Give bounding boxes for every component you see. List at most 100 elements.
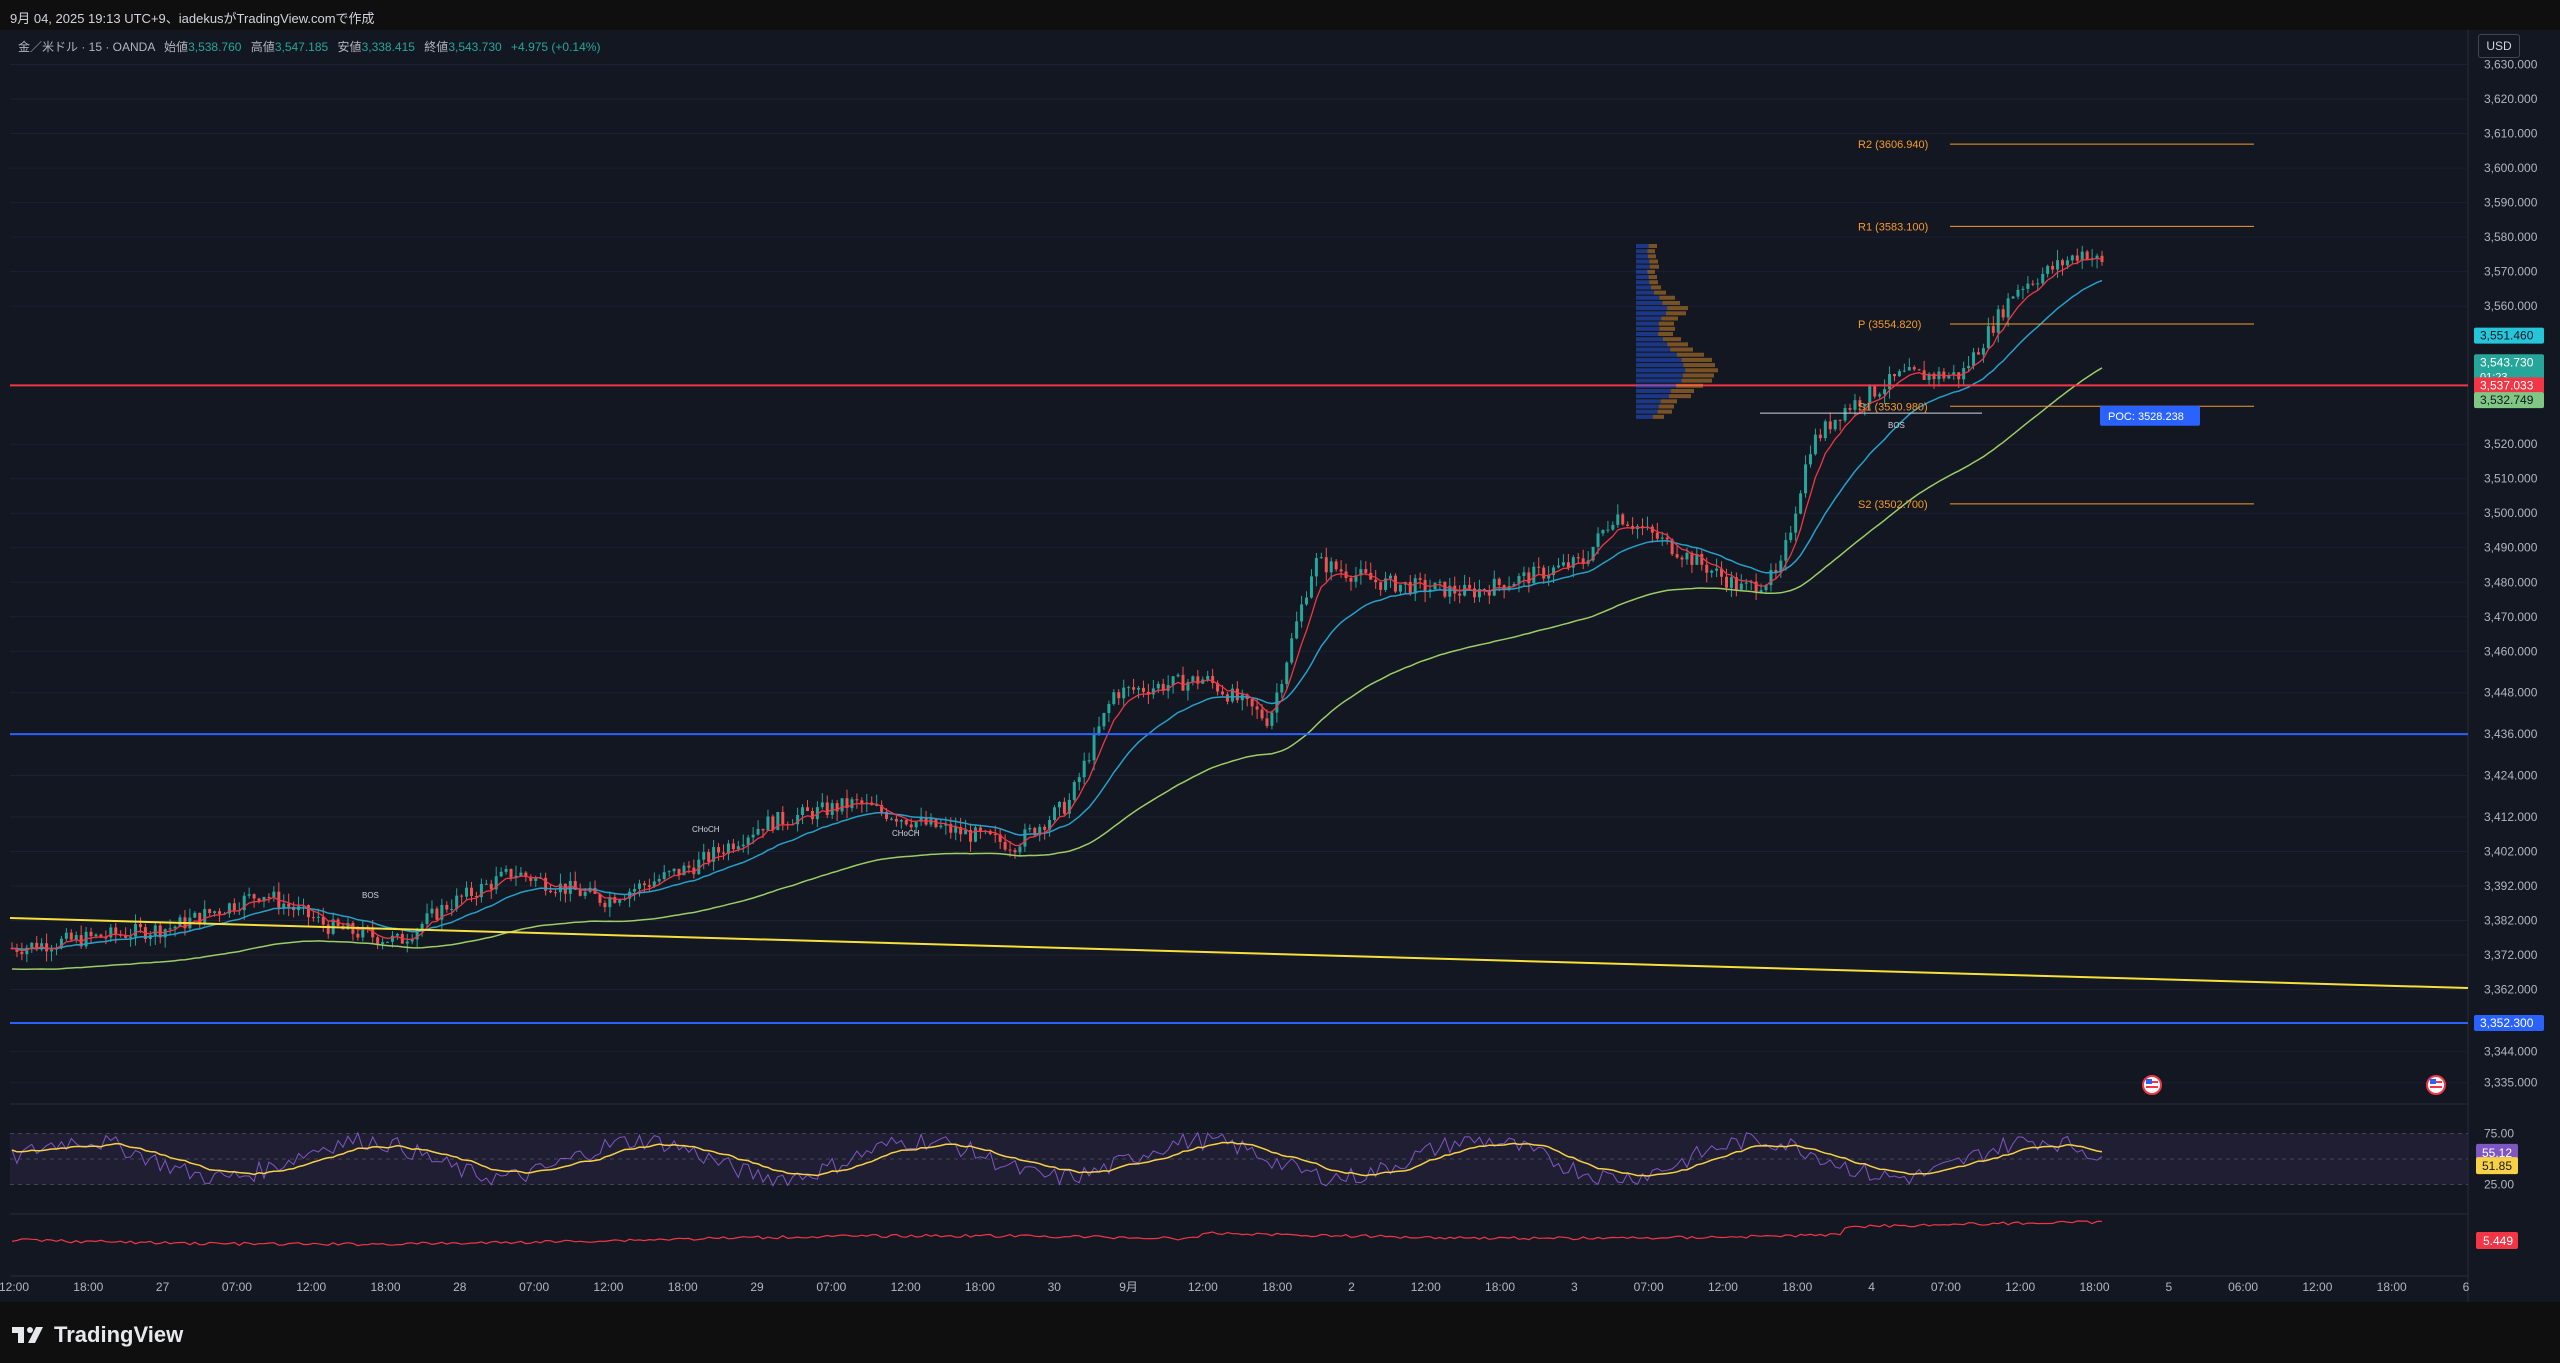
tradingview-logo-icon (12, 1327, 43, 1343)
candle-body (524, 872, 528, 877)
symbol-name[interactable]: 金／米ドル · 15 · OANDA (18, 40, 155, 54)
candle-body (465, 887, 469, 897)
price-tick-label: 3,402.000 (2484, 844, 2538, 858)
candle-body (1532, 566, 1536, 584)
candle-body (1295, 621, 1299, 639)
candle-body (455, 895, 459, 910)
candle-body (736, 846, 740, 850)
candle-body (1611, 524, 1615, 530)
candle-body (64, 932, 68, 939)
profile-bar-down (1658, 321, 1674, 326)
candle-body (509, 868, 513, 878)
candle-body (1917, 369, 1921, 371)
candle-body (1458, 593, 1462, 596)
time-tick-label: 3 (1571, 1280, 1578, 1294)
profile-bar-down (1663, 337, 1681, 342)
time-tick-label: 5 (2165, 1280, 2172, 1294)
price-chart[interactable]: 3,630.000 3,620.000 3,610.000 3,600.000 3,59… (0, 0, 2560, 1302)
candle-body (1764, 585, 1768, 591)
candle-body (642, 883, 646, 886)
candle-body (45, 943, 49, 952)
candle-body (825, 802, 829, 815)
candle-body (1334, 561, 1338, 570)
symbol-legend[interactable]: 金／米ドル · 15 · OANDA 始値3,538.760 高値3,547.1… (18, 38, 600, 55)
candle-body (1374, 579, 1378, 583)
candle-body (1715, 568, 1719, 571)
pivot-label: P (3554.820) (1858, 319, 1921, 331)
candle-body (929, 818, 933, 825)
candle-body (1097, 726, 1101, 734)
profile-bar-up (1636, 259, 1650, 264)
candle-body (682, 865, 686, 876)
profile-bar-down (1649, 264, 1659, 269)
time-tick-label: 2 (1348, 1280, 1355, 1294)
profile-bar-down (1658, 404, 1674, 409)
candle-body (1171, 676, 1175, 686)
candle-body (1314, 558, 1318, 577)
candle-body (1779, 560, 1783, 573)
candle-body (1067, 799, 1071, 814)
candle-body (1789, 532, 1793, 541)
candle-body (1878, 394, 1882, 397)
price-tick-label: 3,520.000 (2484, 437, 2538, 451)
candle-body (262, 897, 266, 902)
candle-body (909, 824, 913, 828)
candle-body (1349, 578, 1353, 582)
profile-bar-down (1652, 414, 1664, 419)
candle-body (1522, 572, 1526, 576)
candle-body (2011, 296, 2015, 299)
candle-body (247, 894, 251, 896)
candle-body (1557, 565, 1561, 568)
candle-body (549, 890, 553, 893)
candle-body (2085, 251, 2089, 260)
candle-body (657, 878, 661, 882)
candle-body (1986, 326, 1990, 349)
profile-bar-down (1658, 332, 1673, 337)
candle-body (637, 883, 641, 889)
candle-body (1270, 712, 1274, 726)
open-value: 3,538.760 (188, 40, 242, 54)
candle-body (959, 826, 963, 835)
candle-body (1043, 826, 1047, 830)
candle-body (1161, 683, 1165, 691)
time-tick-label: 27 (156, 1280, 170, 1294)
candle-body (1705, 564, 1709, 573)
candle-body (1606, 529, 1610, 531)
poc-label-bg (2100, 405, 2200, 426)
currency-button[interactable]: USD (2478, 34, 2520, 58)
candle-body (1250, 699, 1254, 707)
candle-body (1897, 371, 1901, 377)
candle-body (1473, 588, 1477, 598)
profile-bar-down (1676, 383, 1703, 388)
candle-body (1665, 537, 1669, 540)
pivot-label: S2 (3502.700) (1858, 499, 1928, 511)
candle-body (1216, 682, 1220, 692)
time-tick-label: 6 (2463, 1280, 2470, 1294)
candle-body (440, 904, 444, 920)
time-tick-label: 18:00 (668, 1280, 698, 1294)
candle-body (850, 799, 854, 809)
candle-body (1038, 826, 1042, 836)
candle-body (731, 843, 735, 850)
tradingview-logo[interactable]: TradingView (12, 1322, 183, 1348)
profile-bar-up (1636, 249, 1648, 254)
candle-body (311, 917, 315, 919)
candle-body (1774, 570, 1778, 573)
branding-bar: TradingView (0, 1302, 2560, 1363)
price-tick-label: 3,335.000 (2484, 1076, 2538, 1090)
candle-body (1976, 352, 1980, 355)
low-value: 3,338.415 (361, 40, 415, 54)
candle-body (1146, 691, 1150, 695)
candle-body (1230, 688, 1234, 702)
candle-body (899, 820, 903, 822)
candle-body (1680, 557, 1684, 560)
candle-body (1685, 552, 1689, 560)
candle-body (766, 816, 770, 831)
candle-body (1804, 464, 1808, 494)
close-label: 終値 (424, 40, 449, 54)
profile-bar-down (1648, 275, 1657, 280)
candle-body (810, 810, 814, 820)
candle-body (2026, 283, 2030, 289)
candle-body (361, 926, 365, 938)
price-tick-label: 3,392.000 (2484, 879, 2538, 893)
